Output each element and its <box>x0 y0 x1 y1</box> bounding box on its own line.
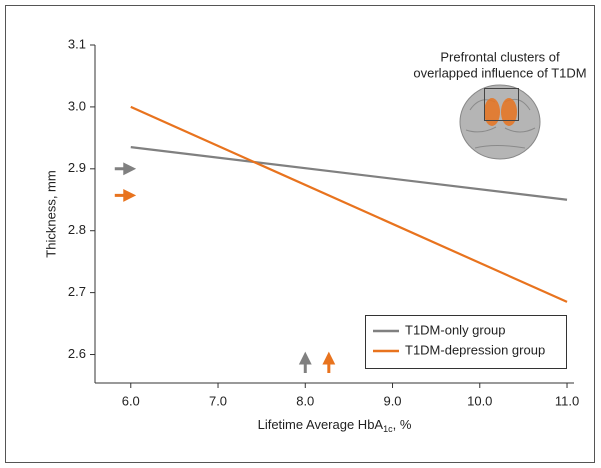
x-axis-label: Lifetime Average HbA1c, % <box>258 417 412 434</box>
legend <box>365 315 567 369</box>
y-tick-label: 2.8 <box>68 222 86 237</box>
x-arrow <box>298 351 312 373</box>
x-tick-label: 11.0 <box>555 393 579 408</box>
x-axis-label-part: Lifetime Average HbA <box>258 417 384 432</box>
y-arrow <box>114 189 137 202</box>
frame <box>5 5 595 463</box>
series-line <box>130 105 568 303</box>
x-tick-label: 7.0 <box>209 393 227 408</box>
series-line <box>130 146 568 201</box>
y-arrow <box>114 162 137 176</box>
x-arrow <box>322 351 336 373</box>
x-axis-label-part: 1c <box>383 424 393 434</box>
y-tick-label: 3.1 <box>68 36 86 51</box>
x-axis-label-part: , % <box>393 417 412 432</box>
x-tick-label: 6.0 <box>122 393 140 408</box>
brain-inset <box>459 84 541 160</box>
y-tick-label: 3.0 <box>68 98 86 113</box>
y-tick-label: 2.6 <box>68 346 86 361</box>
legend-label: T1DM-only group <box>405 322 505 337</box>
annotation: Prefrontal clusters of <box>440 49 560 64</box>
y-tick-label: 2.7 <box>68 284 86 299</box>
y-axis-label: Thickness, mm <box>43 170 58 257</box>
x-tick-label: 10.0 <box>467 393 492 408</box>
legend-label: T1DM-depression group <box>405 342 545 357</box>
x-tick-label: 9.0 <box>383 393 401 408</box>
x-tick-label: 8.0 <box>296 393 314 408</box>
annotation: overlapped influence of T1DM <box>413 65 586 80</box>
y-tick-label: 2.9 <box>68 160 86 175</box>
